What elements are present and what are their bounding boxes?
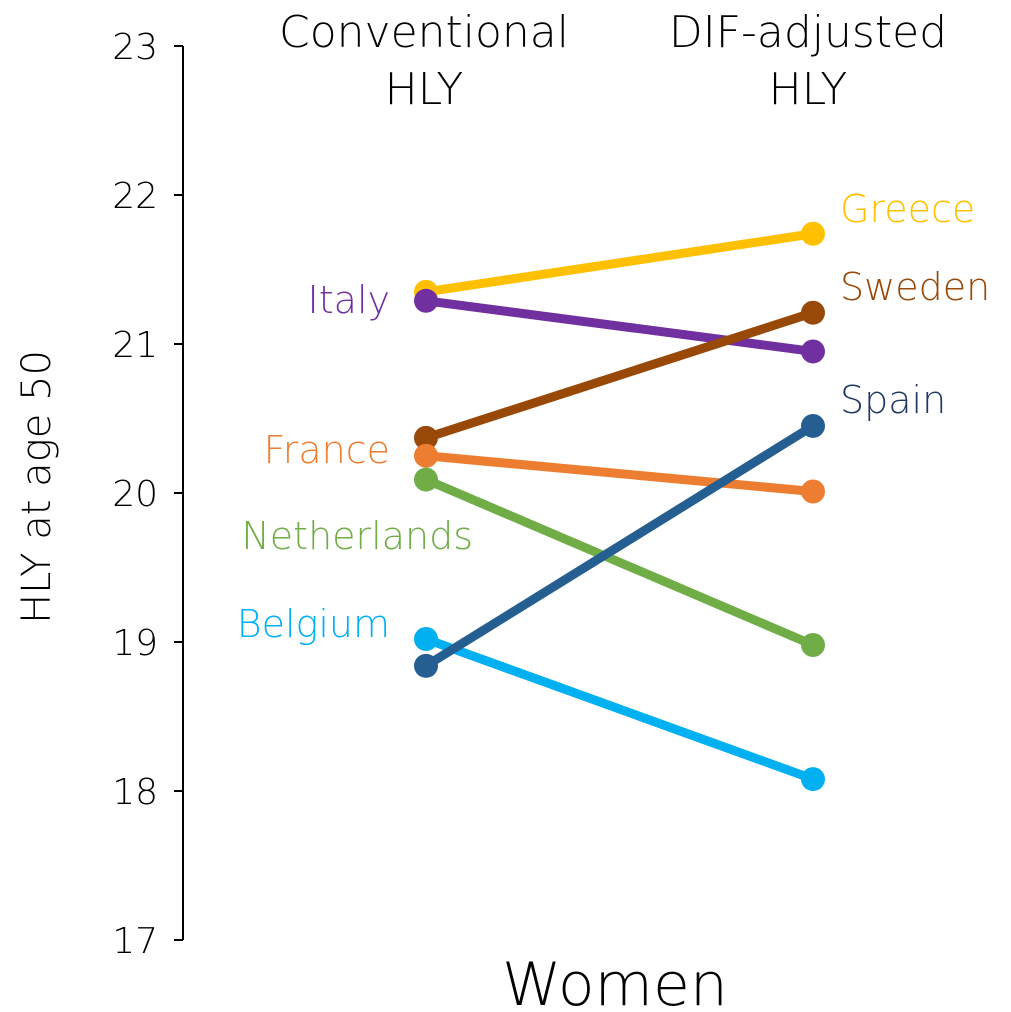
data-point-spain xyxy=(801,413,825,438)
series-label-france: France xyxy=(264,428,390,472)
data-point-belgium xyxy=(801,767,825,792)
y-axis-title: HLY at age 50 xyxy=(14,350,60,624)
series-france xyxy=(414,443,825,504)
data-point-belgium xyxy=(414,627,438,652)
series-netherlands xyxy=(414,467,825,657)
data-point-netherlands xyxy=(414,467,438,492)
y-tick-label: 20 xyxy=(112,474,158,515)
data-point-sweden xyxy=(414,425,438,450)
y-tick-label: 22 xyxy=(112,176,158,217)
series-line-belgium xyxy=(421,634,818,784)
category-headers: Conventional HLY DIF-adjusted HLY xyxy=(279,7,947,115)
series-line-sweden xyxy=(421,308,818,443)
category-header-1: HLY xyxy=(769,64,848,115)
series-label-greece: Greece xyxy=(840,187,975,231)
series-line-netherlands xyxy=(421,475,818,650)
category-header-0: Conventional xyxy=(279,7,569,58)
y-tick-label: 18 xyxy=(112,772,158,813)
series-line-spain xyxy=(421,421,818,671)
y-axis: 17 18 19 20 21 22 23 xyxy=(112,27,184,962)
x-axis-title: Women xyxy=(502,950,728,1008)
data-point-france xyxy=(801,479,825,504)
series-belgium xyxy=(414,627,825,792)
series-label-spain: Spain xyxy=(840,378,946,422)
series-lines xyxy=(414,221,825,792)
data-point-italy xyxy=(801,339,825,364)
series-sweden xyxy=(414,300,825,450)
data-point-spain xyxy=(414,653,438,678)
series-label-italy: Italy xyxy=(308,278,390,322)
series-line-italy xyxy=(421,296,818,356)
category-header-0: HLY xyxy=(385,64,464,115)
data-point-italy xyxy=(414,288,438,313)
series-greece xyxy=(414,221,825,304)
series-spain xyxy=(414,413,825,678)
y-tick-label: 21 xyxy=(112,325,158,366)
data-point-sweden xyxy=(801,300,825,325)
series-labels: Greece Italy Sweden France Netherlands Belgiu… xyxy=(237,187,990,646)
category-header-1: DIF-adjusted xyxy=(669,7,947,58)
series-line-greece xyxy=(421,229,818,297)
y-tick-label: 19 xyxy=(112,623,158,664)
y-tick-label: 23 xyxy=(112,27,158,68)
y-tick-label: 17 xyxy=(112,921,158,962)
series-italy xyxy=(414,288,825,364)
data-point-france xyxy=(414,443,438,468)
data-point-greece xyxy=(801,221,825,246)
series-label-netherlands: Netherlands xyxy=(241,514,473,558)
series-label-belgium: Belgium xyxy=(237,602,390,646)
series-line-france xyxy=(421,451,818,497)
data-point-netherlands xyxy=(801,632,825,657)
series-label-sweden: Sweden xyxy=(840,265,990,309)
